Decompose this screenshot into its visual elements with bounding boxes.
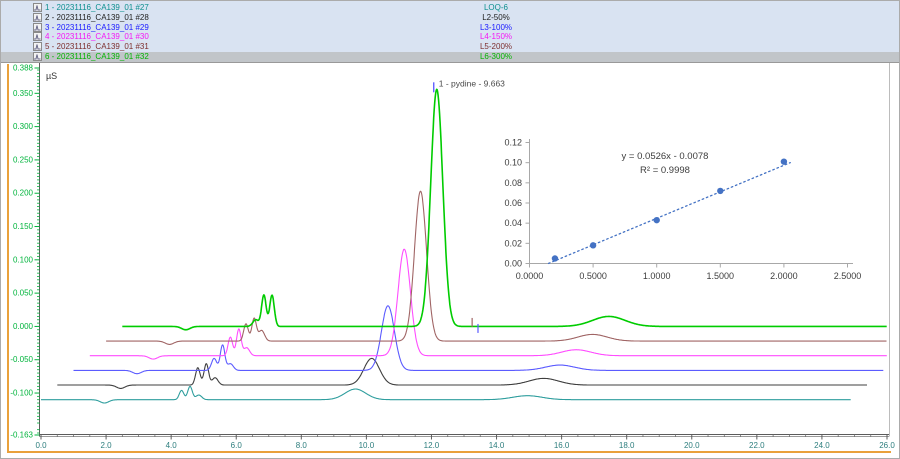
inset-y-axis-label: 0.10 (504, 158, 522, 168)
legend-sample-name[interactable]: 1 - 20231116_CA139_01 #27 (45, 3, 149, 12)
inset-data-point (589, 242, 597, 249)
x-axis-label: 0.0 (35, 441, 47, 450)
x-axis-label: 16.0 (554, 441, 570, 450)
x-axis-label: 18.0 (619, 441, 635, 450)
inset-x-axis-label: 2.5000 (834, 271, 862, 281)
inset-data-point (653, 216, 660, 224)
y-axis-label: 0.000 (13, 322, 34, 331)
inset-data-point (551, 255, 559, 262)
x-axis-label: 26.0 (879, 441, 895, 450)
inset-trendline (547, 161, 791, 265)
chromatogram-icon (33, 12, 42, 22)
chromatogram-trace-L5-200%[interactable] (106, 190, 887, 345)
inset-x-axis-label: 0.0000 (516, 271, 544, 281)
peak-annotation-label: 1 - pydine - 9.663 (439, 78, 505, 88)
y-axis-label: 0.350 (13, 89, 34, 98)
y-axis-label: 0.250 (13, 155, 34, 164)
inset-data-point (717, 187, 724, 195)
inset-x-axis-label: 2.0000 (770, 271, 798, 281)
chromatogram-trace-L2-50%[interactable] (57, 357, 868, 389)
legend-row-5[interactable]: 5 - 20231116_CA139_01 #31 L5-200% (1, 42, 899, 52)
legend-level-label[interactable]: L3-100% (479, 22, 513, 32)
x-axis-label: 24.0 (814, 441, 830, 450)
x-axis-ticks-and-labels: 0.0 2.0 4.0 6.0 8.0 10.0 12.0 14.0 16.0 18.0 20.0 2… (35, 434, 895, 450)
chromatogram-icon (33, 22, 42, 32)
inset-equation-label: y = 0.0526x - 0.0078 (622, 151, 709, 162)
inset-y-axis-label: 0.02 (504, 238, 522, 248)
x-axis-label: 22.0 (749, 441, 765, 450)
chromatogram-trace-L3-100%[interactable] (73, 305, 884, 375)
inset-x-axis-label: 1.5000 (707, 271, 735, 281)
calibration-inset-chart: 0.00 0.02 0.04 0.06 0.08 0.10 0.12 0.0000 0.5000… (504, 131, 866, 289)
x-axis-label: 20.0 (684, 441, 700, 450)
inset-y-axis-label: 0.04 (504, 218, 522, 228)
y-axis-label: -0.100 (10, 389, 33, 398)
legend-sample-name[interactable]: 6 - 20231116_CA139_01 #32 (45, 51, 149, 61)
legend-row-6-selected[interactable]: 6 - 20231116_CA139_01 #32 L6-300% (1, 51, 899, 62)
chromatogram-icon (33, 3, 42, 12)
inset-x-axis-label: 0.5000 (579, 271, 607, 281)
signal-unit-label: µS (46, 71, 57, 81)
selection-highlight-bottom (7, 451, 891, 453)
chromatogram-icon (33, 32, 42, 42)
x-axis-label: 14.0 (489, 441, 505, 450)
y-axis-label: 0.050 (13, 289, 34, 298)
inset-r-squared-label: R² = 0.9998 (640, 165, 690, 176)
chromatogram-trace-L6-300%[interactable] (122, 88, 887, 331)
legend-sample-name[interactable]: 3 - 20231116_CA139_01 #29 (45, 22, 149, 32)
chromatogram-trace-L4-150%[interactable] (89, 248, 887, 360)
x-axis-label: 2.0 (101, 441, 113, 450)
y-axis-label: 0.100 (13, 255, 34, 264)
legend-level-label[interactable]: L5-200% (479, 42, 513, 52)
x-axis-label: 10.0 (359, 441, 375, 450)
chromatogram-icon (33, 42, 42, 52)
x-axis-label: 6.0 (231, 441, 243, 450)
y-axis-label: 0.150 (13, 222, 34, 231)
legend-sample-name[interactable]: 5 - 20231116_CA139_01 #31 (45, 42, 149, 52)
legend-sample-name[interactable]: 2 - 20231116_CA139_01 #28 (45, 12, 149, 22)
y-axis-label: 0.388 (13, 64, 34, 73)
chromatogram-icon (33, 51, 42, 61)
x-axis-label: 4.0 (166, 441, 178, 450)
y-axis-label: 0.300 (13, 122, 34, 131)
x-axis-label: 8.0 (296, 441, 308, 450)
injection-legend: 1 - 20231116_CA139_01 #27 LOQ-6 2 - 2023… (1, 1, 899, 63)
inset-y-axis-label: 0.06 (504, 198, 522, 208)
y-axis-ticks-and-labels: 0.388 0.350 0.300 0.250 0.200 0.150 0.100 0.050… (10, 64, 40, 440)
legend-row-1[interactable]: 1 - 20231116_CA139_01 #27 LOQ-6 (1, 3, 899, 13)
inset-y-axis-label: 0.08 (504, 178, 522, 188)
inset-y-axis-label: 0.12 (504, 138, 522, 148)
selection-highlight-left (7, 64, 9, 452)
legend-row-3[interactable]: 3 - 20231116_CA139_01 #29 L3-100% (1, 22, 899, 33)
inset-x-axis-label: 1.0000 (643, 271, 671, 281)
y-axis-label: -0.163 (10, 431, 33, 440)
legend-level-label[interactable]: LOQ-6 (483, 3, 508, 12)
legend-sample-name[interactable]: 4 - 20231116_CA139_01 #30 (45, 32, 149, 42)
inset-data-point (780, 158, 788, 165)
y-axis-label: -0.050 (10, 355, 33, 364)
legend-row-4[interactable]: 4 - 20231116_CA139_01 #30 L4-150% (1, 32, 899, 42)
legend-level-label[interactable]: L2-50% (482, 12, 510, 22)
x-axis-label: 12.0 (424, 441, 440, 450)
legend-row-2[interactable]: 2 - 20231116_CA139_01 #28 L2-50% (1, 12, 899, 23)
inset-y-axis-label: 0.00 (504, 259, 522, 269)
legend-level-label[interactable]: L4-150% (479, 32, 513, 42)
legend-level-label[interactable]: L6-300% (479, 51, 513, 61)
chromatogram-trace-LOQ-6[interactable] (40, 385, 851, 404)
y-axis-label: 0.200 (13, 189, 34, 198)
